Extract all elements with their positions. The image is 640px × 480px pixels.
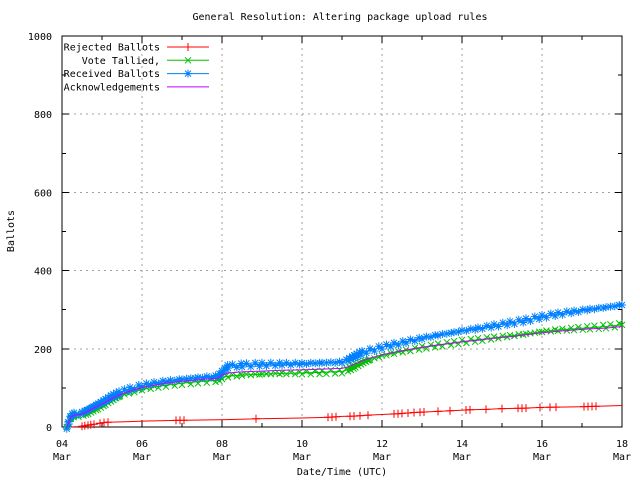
- x-tick-label-day: 08: [216, 439, 228, 450]
- legend-label: Received Ballots: [64, 69, 160, 80]
- x-tick-label-month: Mar: [213, 452, 231, 463]
- chart-title: General Resolution: Altering package upl…: [192, 12, 487, 23]
- x-tick-label-month: Mar: [613, 452, 631, 463]
- series-vote-tallied: [63, 320, 626, 431]
- series-acknowledgements: [66, 326, 623, 428]
- plot-frame: [61, 35, 623, 428]
- x-tick-label-day: 16: [536, 439, 548, 450]
- tick-labels: 04 Mar 06 Mar 08 Mar 10 Mar 12 Mar 14 Mar 16 Mar 18 Mar…: [28, 32, 631, 463]
- legend-marker-asterisk-icon: [184, 69, 192, 78]
- series-markers-rejected-ballots: [78, 402, 600, 431]
- legend-marker-plus-icon: [184, 43, 192, 51]
- series-received-ballots: [62, 301, 626, 433]
- legend: Rejected Ballots Vote Tallied, Received Ba…: [64, 43, 209, 93]
- x-tick-label-month: Mar: [533, 452, 551, 463]
- series-rejected-ballots: [69, 402, 623, 431]
- data-series: [62, 301, 626, 433]
- y-tick-label: 800: [34, 110, 52, 121]
- x-tick-label-day: 10: [296, 439, 308, 450]
- x-tick-label-month: Mar: [133, 452, 151, 463]
- x-tick-label-day: 06: [136, 439, 148, 450]
- legend-entry-received-ballots: Received Ballots: [64, 69, 209, 80]
- y-tick-label: 200: [34, 345, 52, 356]
- x-tick-label-month: Mar: [453, 452, 471, 463]
- series-markers-vote-tallied: [63, 320, 626, 431]
- x-tick-label-day: 18: [616, 439, 628, 450]
- y-axis-label: Ballots: [6, 210, 17, 252]
- y-tick-label: 400: [34, 267, 52, 278]
- legend-entry-acknowledgements: Acknowledgements: [64, 82, 209, 93]
- series-line-acknowledgements: [66, 326, 623, 428]
- x-axis-label: Date/Time (UTC): [297, 467, 387, 478]
- x-tick-label-day: 14: [456, 439, 468, 450]
- y-tick-label: 600: [34, 188, 52, 199]
- y-tick-label: 0: [46, 423, 52, 434]
- x-tick-label-day: 12: [376, 439, 388, 450]
- x-tick-label-month: Mar: [373, 452, 391, 463]
- x-tick-label-day: 04: [56, 439, 68, 450]
- legend-entry-vote-tallied: Vote Tallied,: [82, 56, 209, 67]
- legend-label: Rejected Ballots: [64, 43, 160, 54]
- x-tick-label-month: Mar: [293, 452, 311, 463]
- legend-label: Vote Tallied,: [82, 56, 160, 67]
- y-tick-label: 1000: [28, 32, 52, 43]
- legend-marker-cross-icon: [184, 56, 192, 64]
- series-markers-received-ballots: [62, 301, 626, 433]
- legend-label: Acknowledgements: [64, 82, 160, 93]
- legend-entry-rejected-ballots: Rejected Ballots: [64, 43, 209, 54]
- x-tick-label-month: Mar: [53, 452, 71, 463]
